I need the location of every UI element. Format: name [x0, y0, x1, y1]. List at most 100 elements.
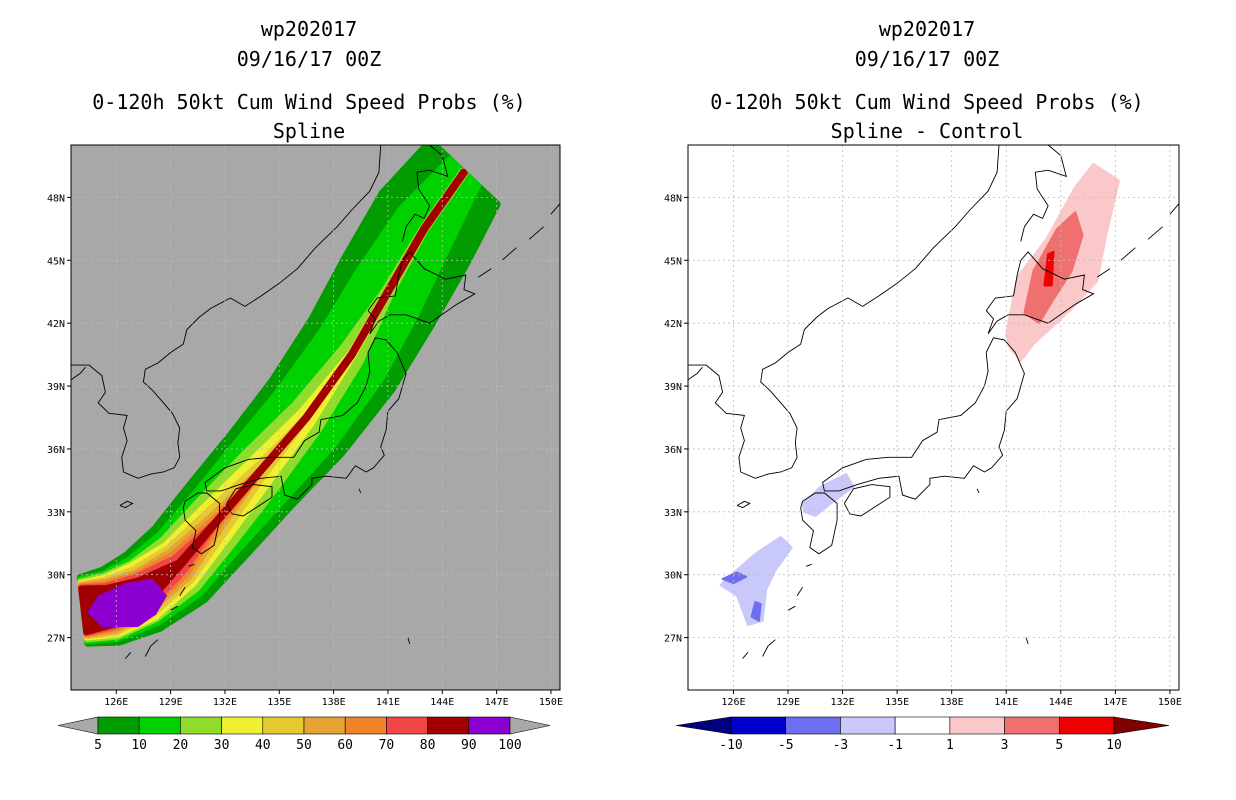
y-tick-label: 33N [664, 508, 682, 519]
colorbar-swatch [785, 716, 841, 735]
coastline [843, 484, 891, 517]
coastline [119, 500, 134, 509]
colorbar-label: 10 [1106, 738, 1122, 753]
left-colorbar: 5 10 20 30 40 50 60 70 80 90 100 [57, 716, 551, 753]
colorbar-over-triangle [509, 716, 551, 735]
coastline [179, 587, 186, 596]
coastline [742, 652, 749, 659]
colorbar-label: 90 [461, 738, 477, 753]
anomaly-region [721, 571, 748, 585]
coastline [800, 492, 838, 555]
coastline [401, 145, 449, 242]
coastline [787, 605, 796, 611]
colorbar-swatch [138, 716, 181, 735]
coastline [806, 563, 812, 567]
coastline [550, 203, 560, 215]
y-tick-label: 48N [47, 193, 65, 204]
colorbar-label: 3 [1001, 738, 1009, 753]
colorbar-swatch [262, 716, 305, 735]
coastline [762, 639, 776, 657]
x-tick-label: 141E [376, 697, 400, 708]
x-tick-label: 141E [994, 697, 1018, 708]
right-storm-id: wp202017 [879, 17, 975, 41]
coastline [478, 268, 492, 278]
left-chart-title: 0-120h 50kt Cum Wind Speed Probs (%) [92, 90, 525, 114]
colorbar-label: 100 [498, 738, 521, 753]
coastline [976, 488, 980, 494]
left-chart-subtitle: Spline [273, 119, 345, 143]
coastline [1147, 226, 1163, 240]
x-tick-label: 138E [322, 697, 346, 708]
right-plot-area: 126E 129E 132E 135E 138E 141E 144E 147E 150E 27N 3… [664, 144, 1182, 708]
anomaly-region [719, 536, 793, 626]
left-date: 09/16/17 00Z [237, 47, 382, 71]
right-chart-title: 0-120h 50kt Cum Wind Speed Probs (%) [710, 90, 1143, 114]
coastline [188, 563, 195, 567]
colorbar-swatch [949, 716, 1005, 735]
colorbar-swatch [1058, 716, 1115, 735]
x-tick-label: 132E [213, 697, 237, 708]
colorbar-label: 30 [214, 738, 230, 753]
coastline [170, 605, 179, 611]
contour-fields [719, 162, 1120, 626]
left-storm-id: wp202017 [261, 17, 357, 41]
contour-band-100 [87, 578, 167, 628]
plot-frame [70, 144, 561, 691]
colorbar-swatch [840, 716, 896, 735]
coastline [71, 145, 382, 479]
coastline [985, 251, 1095, 334]
coastline [182, 492, 220, 555]
colorbar-label: 1 [946, 738, 954, 753]
anomaly-region [750, 601, 762, 622]
coastline [688, 366, 703, 381]
y-tick-label: 30N [47, 571, 65, 582]
x-tick-label: 132E [831, 697, 855, 708]
coastline [1120, 247, 1136, 261]
gridlines [71, 145, 560, 690]
coastline [367, 251, 476, 334]
plot-frame [687, 144, 1180, 691]
y-tick-label: 27N [664, 634, 682, 645]
right-panel: wp202017 09/16/17 00Z 0-120h 50kt Cum Wi… [664, 17, 1182, 753]
x-tick-label: 135E [267, 697, 291, 708]
x-tick-label: 129E [776, 697, 800, 708]
colorbar-under-triangle [675, 716, 732, 735]
colorbar-label: 80 [420, 738, 436, 753]
x-tick-label: 147E [1103, 697, 1127, 708]
colorbar-swatch [730, 716, 787, 735]
coastline [1020, 145, 1067, 242]
coastline [226, 484, 273, 517]
coastline [1096, 268, 1111, 278]
colorbar-swatch [468, 716, 511, 735]
colorbar-swatch [303, 716, 346, 735]
colorbar-label: 5 [94, 738, 102, 753]
y-tick-label: 48N [664, 193, 682, 204]
colorbar-label: 10 [131, 738, 147, 753]
coastline [796, 587, 803, 596]
colorbar-swatch [344, 716, 387, 735]
y-tick-label: 27N [47, 634, 65, 645]
colorbar-over-triangle [1113, 716, 1170, 735]
x-tick-label: 144E [1049, 697, 1073, 708]
x-tick-label: 126E [721, 697, 745, 708]
left-plot-area: 126E 129E 132E 135E 138E 141E 144E 147E 150E 27N 3… [47, 144, 563, 708]
colorbar-label: 70 [379, 738, 395, 753]
colorbar-label: -1 [887, 738, 903, 753]
y-tick-label: 33N [47, 508, 65, 519]
left-panel: wp202017 09/16/17 00Z 0-120h 50kt Cum Wi… [47, 17, 563, 753]
colorbar-label: -3 [833, 738, 849, 753]
colorbar-swatch [180, 716, 222, 735]
colorbar-label: -10 [719, 738, 742, 753]
right-chart-subtitle: Spline - Control [831, 119, 1024, 143]
coastline [124, 652, 132, 659]
y-tick-label: 45N [664, 256, 682, 267]
x-tick-label: 138E [940, 697, 964, 708]
x-tick-label: 144E [430, 697, 454, 708]
colorbar-swatch [221, 716, 264, 735]
colorbar-swatch [427, 716, 470, 735]
colorbar-label: 40 [255, 738, 271, 753]
x-tick-label: 129E [159, 697, 183, 708]
x-tick-label: 126E [104, 697, 128, 708]
coastline [501, 247, 517, 261]
